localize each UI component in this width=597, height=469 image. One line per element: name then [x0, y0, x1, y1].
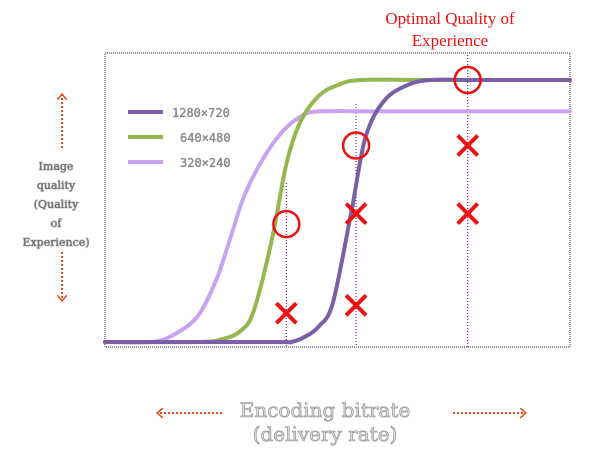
x-marker [344, 202, 368, 226]
series-line [103, 77, 572, 345]
x-marker-stroke [456, 202, 480, 226]
legend-label: 1280×720 [172, 106, 230, 120]
optimal-circle-marker [453, 65, 482, 95]
plot-frame [104, 52, 571, 348]
series-line [103, 109, 572, 345]
x-marker [274, 301, 298, 325]
x-axis-label: Encoding bitrate (delivery rate) [239, 398, 411, 447]
optimal-qoe-annotation: Optimal Quality of Experience [385, 9, 515, 50]
x-marker-stroke [456, 134, 480, 157]
legend-label: 640×480 [180, 131, 231, 145]
x-marker-stroke [344, 293, 368, 317]
y-axis-label: Image quality (Quality of Experience) [22, 160, 90, 249]
optimal-circle-marker [341, 131, 371, 160]
axis-arrows [62, 95, 525, 413]
x-marker [456, 134, 480, 157]
x-marker-stroke [274, 301, 298, 325]
x-marker [344, 293, 368, 317]
x-marker-stroke [344, 202, 368, 226]
legend-label: 320×240 [180, 156, 231, 170]
optimal-circle-marker [272, 209, 301, 239]
x-marker [456, 202, 480, 226]
